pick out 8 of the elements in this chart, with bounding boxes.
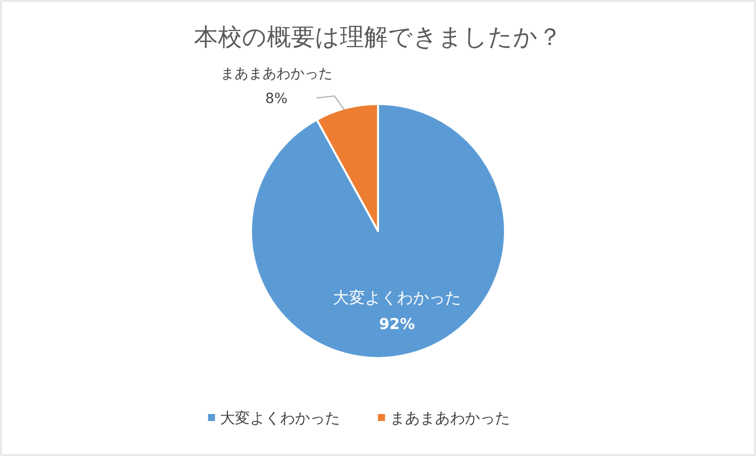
legend-label: 大変よくわかった	[220, 409, 340, 427]
chart-title: 本校の概要は理解できましたか？	[194, 23, 562, 51]
legend-label: まあまあわかった	[390, 409, 510, 427]
slice-label: 大変よくわかった	[332, 288, 461, 307]
data-label: 8%	[265, 90, 288, 107]
slice-label: まあまあわかった	[220, 66, 332, 82]
data-label: 92%	[378, 314, 415, 333]
pie-slice	[250, 103, 506, 359]
